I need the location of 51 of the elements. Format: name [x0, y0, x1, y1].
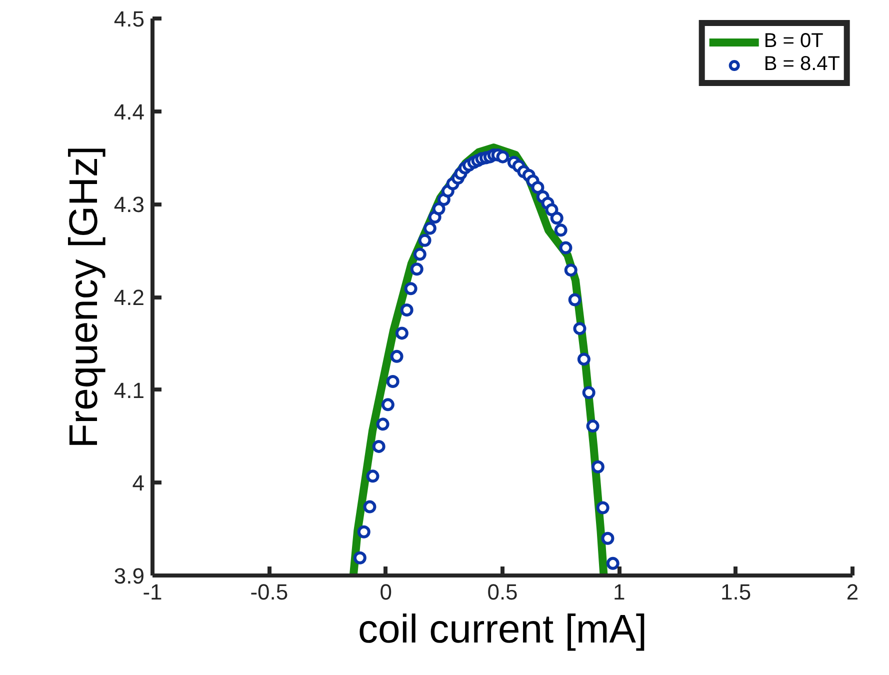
x-axis-title: coil current [mA]: [358, 608, 647, 652]
point: [410, 262, 424, 276]
y-tick-label: 3.9: [114, 564, 145, 588]
y-tick-label: 4.2: [114, 285, 145, 310]
point: [418, 234, 432, 247]
x-tick-label: 1.5: [720, 580, 752, 604]
point: [586, 420, 600, 433]
legend-label: B = 8.4T: [764, 53, 840, 76]
point: [577, 352, 590, 366]
y-axis-title: Frequency [GHz]: [62, 146, 106, 448]
point: [596, 501, 610, 514]
legend-label: B = 0T: [764, 30, 824, 53]
point: [390, 350, 404, 363]
point: [545, 203, 558, 216]
point: [363, 500, 376, 514]
point: [404, 282, 418, 296]
point: [376, 418, 390, 431]
point: [550, 212, 564, 225]
point: [601, 532, 614, 545]
x-tick-label: 0: [380, 580, 392, 604]
point: [591, 460, 604, 474]
point: [357, 525, 370, 538]
y-tick-label: 4.4: [114, 99, 145, 124]
point: [366, 470, 380, 483]
point: [413, 248, 426, 261]
point: [606, 556, 620, 570]
x-tick-label: 2: [846, 580, 859, 604]
point: [372, 440, 386, 453]
y-tick-label: 4: [132, 470, 145, 496]
point: [564, 264, 578, 277]
point: [496, 150, 510, 164]
point: [395, 326, 408, 340]
point: [573, 322, 586, 336]
point: [554, 224, 568, 237]
point: [381, 398, 394, 412]
point: [353, 551, 366, 564]
point: [400, 304, 414, 316]
x-tick-label: 1: [613, 580, 626, 604]
y-tick-label: 4.5: [114, 6, 145, 32]
point: [531, 180, 544, 194]
y-tick-label: 4.1: [114, 378, 145, 403]
point: [568, 293, 582, 306]
point: [386, 374, 400, 388]
y-tick-label: 4.3: [114, 192, 145, 218]
x-tick-label: -1: [142, 580, 162, 604]
point: [582, 386, 596, 400]
x-tick-label: 0.5: [487, 580, 518, 604]
point: [423, 222, 436, 235]
x-tick-label: -0.5: [250, 580, 288, 604]
point: [432, 202, 446, 216]
point: [559, 241, 572, 254]
